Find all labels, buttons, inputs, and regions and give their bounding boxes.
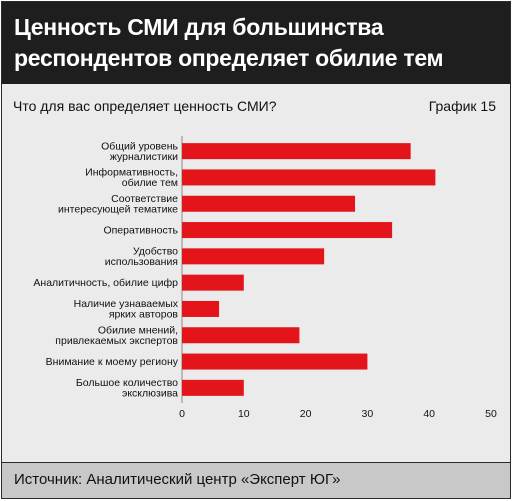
category-label: использования — [105, 256, 178, 268]
source-bar: Источник: Аналитический центр «Эксперт Ю… — [2, 462, 510, 498]
x-tick-label: 20 — [300, 408, 312, 420]
bar — [182, 327, 300, 344]
bar — [182, 300, 220, 317]
bar — [182, 248, 325, 265]
bar — [182, 379, 244, 396]
bar — [182, 143, 411, 160]
category-label: Соответствие — [111, 193, 178, 205]
category-label: ярких авторов — [109, 309, 179, 321]
category-label: Аналитичность, обилие цифр — [33, 277, 178, 289]
category-label: Оперативность — [103, 225, 178, 237]
x-tick-label: 0 — [179, 408, 185, 420]
category-label: привлекаемых экспертов — [55, 335, 178, 347]
category-label: Обилие мнений, — [98, 325, 178, 337]
category-label: Наличие узнаваемых — [74, 298, 179, 310]
source-text: Источник: Аналитический центр «Эксперт Ю… — [14, 471, 341, 488]
category-label: Внимание к моему региону — [46, 356, 179, 368]
x-tick-label: 40 — [423, 408, 435, 420]
title-line-1: Ценность СМИ для большинства — [14, 14, 384, 40]
category-label: Удобство — [133, 246, 178, 258]
title-bar: Ценность СМИ для большинства респонденто… — [2, 2, 510, 84]
bar — [182, 274, 244, 291]
category-label: эксклюзива — [122, 388, 178, 400]
x-tick-label: 30 — [362, 408, 374, 420]
category-label: Большое количество — [76, 377, 178, 389]
chart-number: График 15 — [428, 98, 496, 114]
bar — [182, 169, 436, 186]
category-label: журналистики — [110, 151, 178, 163]
bar — [182, 195, 356, 212]
category-label: интересующей тематике — [58, 204, 178, 216]
category-label: Информативность, — [85, 167, 178, 179]
bar — [182, 353, 368, 370]
bar — [182, 222, 393, 239]
category-label: Общий уровень — [101, 140, 178, 152]
x-tick-label: 10 — [238, 408, 250, 420]
title-line-2: респондентов определяет обилие тем — [14, 45, 444, 71]
x-tick-label: 50 — [485, 408, 497, 420]
chart-question: Что для вас определяет ценность СМИ? — [13, 98, 277, 114]
category-label: обилие тем — [122, 177, 178, 189]
